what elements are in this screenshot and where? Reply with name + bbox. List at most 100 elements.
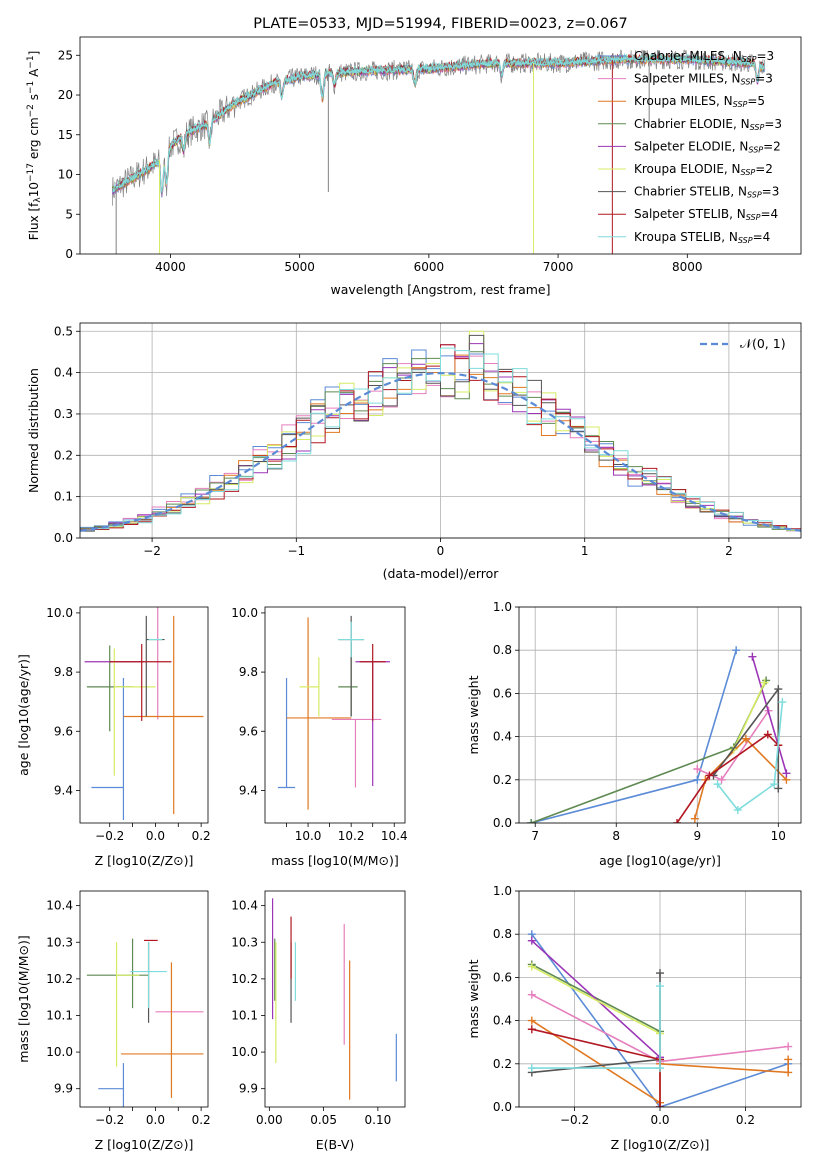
marker-salpeter_stelib — [673, 819, 682, 823]
legend-label-normal: 𝒩(0, 1) — [740, 336, 786, 351]
legend-text: Chabrier ELODIE, N — [634, 117, 750, 131]
x-tick-label: 0.2 — [192, 1113, 211, 1127]
marker-kroupa_miles — [527, 1016, 536, 1025]
legend-label-kroupa_elodie: Kroupa ELODIE, NSSP=2 — [634, 162, 773, 177]
histogram-kroupa_stelib — [80, 347, 801, 533]
y-tick-label: 0.4 — [493, 730, 512, 744]
y-tick-label: 0.6 — [493, 686, 512, 700]
y-tick-label: 15 — [58, 128, 73, 142]
marker-kroupa_elodie — [527, 962, 536, 971]
series-line-kroupa_elodie — [732, 682, 766, 750]
mass_vs_z-frame — [79, 890, 209, 1108]
mass_weight_vs_age-lines — [527, 646, 791, 823]
legend-label-salpeter_miles: Salpeter MILES, NSSP=3 — [634, 72, 773, 87]
marker-chabrier_miles — [693, 775, 702, 784]
age_vs_mass-axes: 10.0 10.2 10.4 9.4 9.6 9.8 10.0 — [231, 606, 407, 843]
age_vs_z-frame — [79, 606, 209, 824]
legend-value: =2 — [755, 162, 773, 176]
legend-sub: SSP — [748, 145, 763, 154]
series-line-salpeter_stelib — [676, 733, 779, 823]
x-axis-label: (data-model)/error — [383, 566, 500, 581]
marker-salpeter_elodie — [782, 769, 791, 778]
x-tick-label: −0.2 — [95, 829, 124, 843]
x-axis-label: Z [log10(Z/Z⊙)] — [611, 1137, 710, 1152]
y-tick-label: 9.9 — [54, 1082, 73, 1096]
y-tick-label: 10.2 — [46, 972, 73, 986]
y-tick-label: 10.3 — [46, 935, 73, 949]
legend-sub: SSP — [742, 55, 757, 64]
y-tick-label: 1.0 — [493, 600, 512, 614]
y-tick-label: 10.1 — [231, 1008, 258, 1022]
age_vs_z-points — [84, 607, 204, 821]
y-tick-label: 0.3 — [54, 407, 73, 421]
y-axis-label-part: Flux [f — [27, 202, 41, 240]
marker-kroupa_stelib — [527, 1064, 536, 1073]
marker-salpeter_miles — [693, 765, 702, 773]
y-tick-label: 10.2 — [231, 972, 258, 986]
y-tick-label: 10.4 — [46, 899, 73, 913]
x-tick-label: 10.4 — [381, 829, 408, 843]
legend-sub: SSP — [733, 100, 748, 109]
marker-salpeter_stelib — [705, 771, 714, 780]
marker-salpeter_stelib — [527, 1025, 536, 1034]
mass_vs_ebv-axes: 0.00 0.05 0.10 9.9 10.0 10.1 10.2 10.3 10.4 — [231, 899, 391, 1127]
legend-text: Kroupa MILES, N — [634, 94, 733, 108]
y-tick-label: 0.2 — [493, 773, 512, 787]
y-tick-label: 10.0 — [46, 1045, 73, 1059]
y-axis-label-part: A — [27, 68, 41, 81]
y-tick-label: 0.0 — [54, 531, 73, 545]
legend-sub: SSP — [746, 213, 761, 222]
marker-kroupa_stelib — [656, 982, 664, 991]
legend-text: Kroupa ELODIE, N — [634, 162, 741, 176]
spectrum-data-line — [111, 49, 766, 206]
y-axis-label: Flux [fλ10−17 erg cm−2 s−1 A−1] — [26, 51, 43, 241]
marker-salpeter_elodie — [748, 652, 757, 661]
y-tick-label: 0.1 — [54, 490, 73, 504]
y-axis-label: mass weight — [466, 959, 481, 1038]
y-tick-label: 10 — [58, 168, 73, 182]
y-tick-label: 5 — [65, 207, 73, 221]
x-axis-label: Z [log10(Z/Z⊙)] — [95, 853, 194, 868]
legend-value: =3 — [756, 49, 774, 63]
y-axis-label: mass weight — [466, 675, 481, 754]
legend-text: Salpeter MILES, N — [634, 72, 741, 86]
x-tick-label: −2 — [143, 544, 161, 558]
x-axis-label: age [log10(age/yr)] — [599, 853, 721, 868]
x-axis-label: wavelength [Angstrom, rest frame] — [330, 282, 550, 297]
x-tick-label: 10.2 — [338, 829, 365, 843]
marker-kroupa_elodie — [760, 678, 769, 687]
x-tick-label: 0.10 — [365, 1113, 392, 1127]
series-line-kroupa_stelib — [716, 701, 784, 812]
x-tick-label: 5000 — [284, 260, 315, 274]
y-axis-label: age [log10(age/yr)] — [16, 654, 31, 776]
marker-salpeter_miles — [784, 1042, 793, 1051]
marker-salpeter_elodie — [527, 936, 536, 945]
legend-value: =5 — [747, 94, 765, 108]
x-tick-label: 0.05 — [310, 1113, 337, 1127]
marker-kroupa_miles — [741, 734, 750, 743]
y-tick-label: 0.8 — [493, 927, 512, 941]
y-tick-label: 0.0 — [493, 1100, 512, 1114]
legend-text: Chabrier STELIB, N — [634, 185, 747, 199]
mass_vs_z-axes: −0.2 0.0 0.2 9.9 10.0 10.1 10.2 10.3 10.4 — [46, 899, 210, 1127]
y-axis-label-part: ] — [27, 51, 41, 56]
y-tick-label: 10.0 — [46, 606, 73, 620]
y-axis-label-part: −1 — [26, 81, 36, 94]
mass_vs_z-points — [86, 938, 204, 1107]
y-tick-label: 10.4 — [231, 899, 258, 913]
legend-text: Chabrier MILES, N — [634, 49, 742, 63]
y-tick-label: 0.5 — [54, 324, 73, 338]
histogram-chabrier_stelib — [80, 334, 801, 533]
x-tick-label: 10.0 — [295, 829, 322, 843]
x-tick-label: 0.0 — [650, 1113, 669, 1127]
y-tick-label: 0.8 — [493, 643, 512, 657]
x-tick-label: 8 — [612, 829, 620, 843]
mass_weight_vs_z-lines — [527, 930, 793, 1107]
legend-text: Kroupa STELIB, N — [634, 230, 738, 244]
y-tick-label: 0.2 — [493, 1057, 512, 1071]
marker-salpeter_stelib — [763, 730, 772, 739]
chart-title: PLATE=0533, MJD=51994, FIBERID=0023, z=0… — [253, 16, 627, 32]
x-tick-label: 0.00 — [256, 1113, 283, 1127]
y-tick-label: 10.0 — [231, 1045, 258, 1059]
x-tick-label: 0.0 — [146, 1113, 165, 1127]
